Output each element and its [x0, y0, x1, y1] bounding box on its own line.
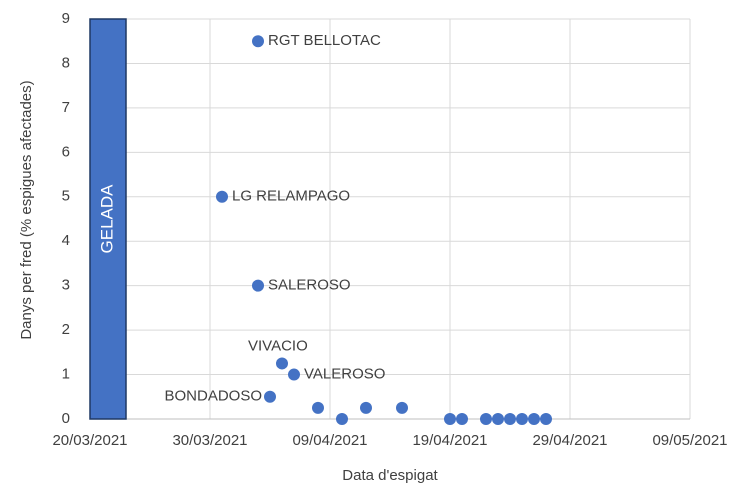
point — [264, 390, 276, 403]
point — [252, 35, 264, 48]
y-tick-label: 8 — [62, 54, 70, 71]
point — [396, 401, 408, 414]
y-tick-label: 2 — [62, 321, 70, 338]
y-tick-label: 7 — [62, 99, 70, 116]
point — [528, 413, 540, 425]
y-tick-label: 0 — [62, 410, 70, 427]
point — [504, 413, 516, 425]
point — [360, 401, 372, 414]
point-label: BONDADOSO — [164, 388, 262, 405]
point — [336, 413, 348, 425]
x-tick-label: 30/03/2021 — [172, 432, 247, 449]
x-axis-label: Data d'espigat — [342, 467, 438, 484]
point — [444, 413, 456, 425]
point — [252, 279, 264, 292]
y-tick-label: 6 — [62, 143, 70, 160]
point-label: RGT BELLOTAC — [268, 32, 381, 49]
point-label: VIVACIO — [248, 337, 308, 354]
frost-band — [89, 18, 127, 420]
x-tick-label: 29/04/2021 — [532, 432, 607, 449]
x-tick-label: 09/05/2021 — [652, 432, 727, 449]
point-label: VALEROSO — [304, 366, 385, 383]
point — [480, 413, 492, 425]
x-tick-label: 09/04/2021 — [292, 432, 367, 449]
x-tick-label: 19/04/2021 — [412, 432, 487, 449]
y-tick-label: 9 — [62, 10, 70, 27]
y-tick-label: 3 — [62, 277, 70, 294]
point-label: SALEROSO — [268, 277, 351, 294]
point — [540, 413, 552, 425]
frost-band-label: GELADA — [97, 184, 116, 254]
point — [288, 368, 300, 381]
y-tick-label: 1 — [62, 366, 70, 383]
point — [312, 401, 324, 414]
point — [276, 357, 288, 370]
point — [216, 190, 228, 203]
y-axis-label: Danys per fred (% espigues afectades) — [18, 80, 35, 339]
y-tick-label: 5 — [62, 188, 70, 205]
point — [492, 413, 504, 425]
point-label: LG RELAMPAGO — [232, 188, 350, 205]
x-tick-label: 20/03/2021 — [52, 432, 127, 449]
y-tick-label: 4 — [62, 232, 70, 249]
point — [516, 413, 528, 425]
point — [456, 413, 468, 425]
